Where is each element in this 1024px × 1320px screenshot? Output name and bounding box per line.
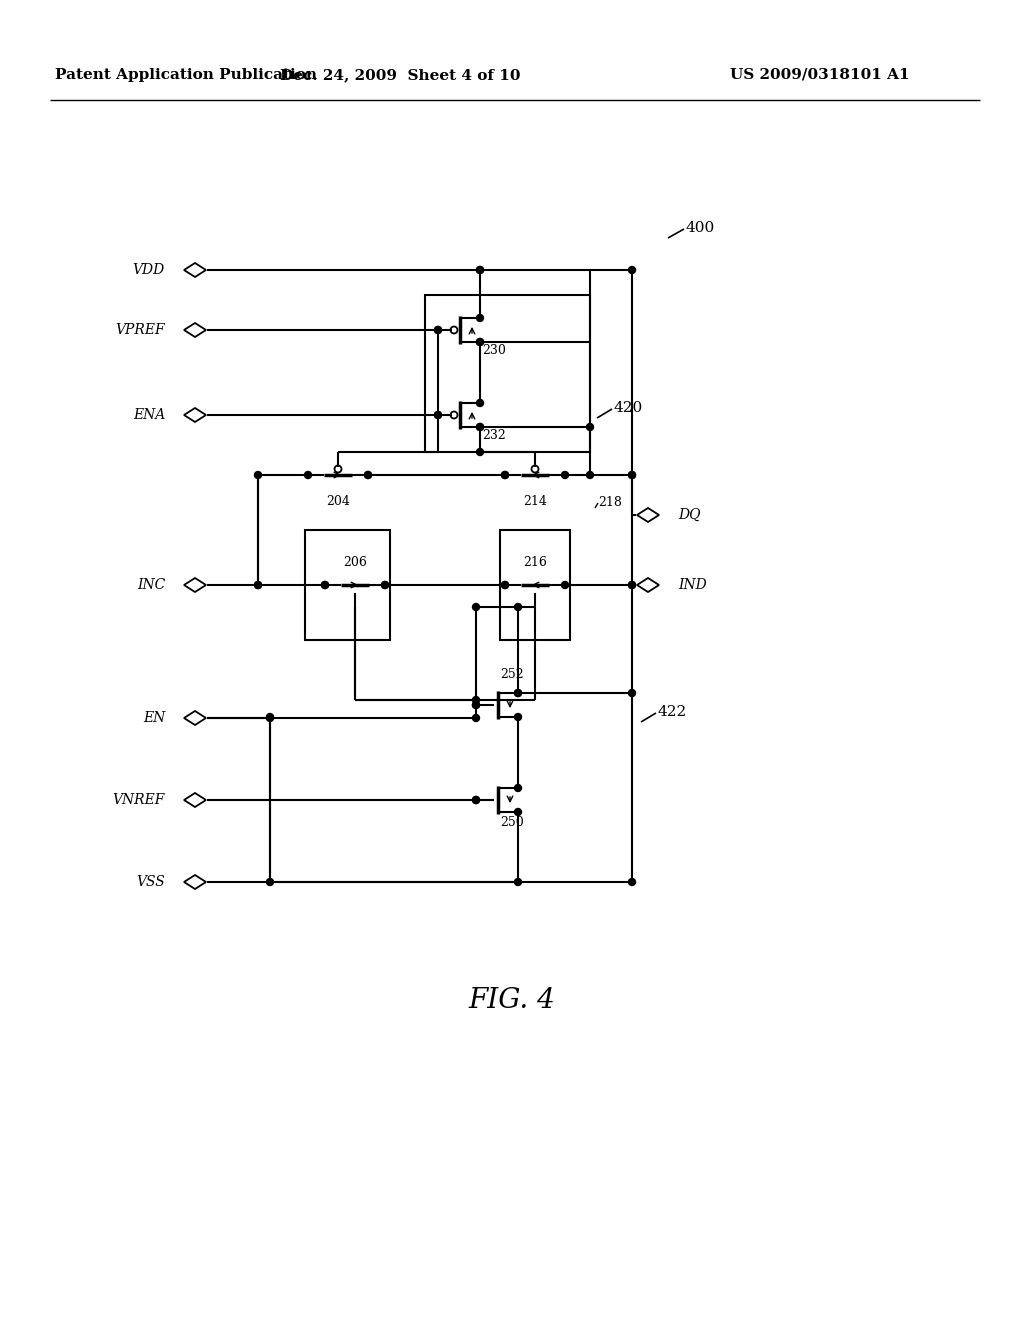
- Text: EN: EN: [142, 711, 165, 725]
- Text: 216: 216: [523, 556, 547, 569]
- Circle shape: [476, 267, 483, 273]
- Polygon shape: [184, 711, 206, 725]
- Circle shape: [266, 714, 273, 722]
- Circle shape: [472, 714, 479, 722]
- Text: Patent Application Publication: Patent Application Publication: [55, 69, 317, 82]
- Text: 218: 218: [598, 495, 622, 508]
- Circle shape: [514, 714, 521, 721]
- Circle shape: [514, 784, 521, 792]
- Circle shape: [476, 314, 483, 322]
- Text: IND: IND: [678, 578, 707, 591]
- Text: 252: 252: [500, 668, 523, 681]
- Circle shape: [629, 582, 636, 589]
- Text: VDD: VDD: [133, 263, 165, 277]
- Circle shape: [514, 603, 521, 610]
- Circle shape: [629, 879, 636, 886]
- Text: Dec. 24, 2009  Sheet 4 of 10: Dec. 24, 2009 Sheet 4 of 10: [280, 69, 520, 82]
- Text: 400: 400: [686, 220, 715, 235]
- Polygon shape: [184, 578, 206, 591]
- Circle shape: [382, 582, 388, 589]
- Circle shape: [629, 267, 636, 273]
- Circle shape: [502, 582, 509, 589]
- Circle shape: [502, 582, 509, 589]
- Circle shape: [472, 701, 479, 709]
- Text: 232: 232: [482, 429, 506, 442]
- Circle shape: [255, 582, 261, 589]
- Circle shape: [382, 582, 388, 589]
- Circle shape: [514, 808, 521, 816]
- Circle shape: [266, 879, 273, 886]
- Circle shape: [476, 424, 483, 430]
- Polygon shape: [184, 323, 206, 337]
- Circle shape: [561, 582, 568, 589]
- Circle shape: [629, 689, 636, 697]
- Bar: [500, 531, 570, 640]
- Circle shape: [472, 697, 479, 704]
- Circle shape: [365, 471, 372, 479]
- Circle shape: [561, 471, 568, 479]
- Text: FIG. 4: FIG. 4: [469, 986, 555, 1014]
- Circle shape: [629, 471, 636, 479]
- Circle shape: [472, 603, 479, 610]
- Circle shape: [472, 796, 479, 804]
- Circle shape: [472, 701, 479, 709]
- Text: 206: 206: [343, 556, 367, 569]
- Circle shape: [434, 326, 441, 334]
- Circle shape: [266, 714, 273, 721]
- Text: VPREF: VPREF: [116, 323, 165, 337]
- Circle shape: [476, 338, 483, 346]
- Polygon shape: [184, 793, 206, 807]
- Circle shape: [514, 689, 521, 697]
- Circle shape: [629, 582, 636, 589]
- Circle shape: [502, 471, 509, 479]
- Text: DQ: DQ: [678, 508, 700, 521]
- Circle shape: [322, 582, 329, 589]
- Polygon shape: [184, 875, 206, 888]
- Bar: [425, 294, 590, 451]
- Circle shape: [365, 471, 372, 479]
- Circle shape: [434, 412, 441, 418]
- Text: 422: 422: [658, 705, 687, 719]
- Text: ENA: ENA: [133, 408, 165, 422]
- Circle shape: [476, 424, 483, 430]
- Circle shape: [629, 471, 636, 479]
- Circle shape: [434, 326, 441, 334]
- Text: 420: 420: [614, 401, 643, 414]
- Circle shape: [472, 796, 479, 804]
- Text: VNREF: VNREF: [113, 793, 165, 807]
- Text: 230: 230: [482, 345, 506, 356]
- Text: VSS: VSS: [136, 875, 165, 888]
- Polygon shape: [637, 508, 659, 521]
- Circle shape: [476, 267, 483, 273]
- Text: 204: 204: [326, 495, 350, 508]
- Circle shape: [476, 338, 483, 346]
- Circle shape: [255, 471, 261, 479]
- Circle shape: [514, 689, 521, 697]
- Text: 214: 214: [523, 495, 547, 508]
- Text: 250: 250: [500, 816, 523, 829]
- Circle shape: [304, 471, 311, 479]
- Circle shape: [587, 471, 594, 479]
- Circle shape: [476, 400, 483, 407]
- Circle shape: [322, 582, 329, 589]
- Bar: [305, 531, 390, 640]
- Polygon shape: [184, 408, 206, 422]
- Circle shape: [434, 412, 441, 418]
- Text: INC: INC: [137, 578, 165, 591]
- Polygon shape: [184, 263, 206, 277]
- Circle shape: [502, 471, 509, 479]
- Polygon shape: [637, 578, 659, 591]
- Circle shape: [255, 582, 261, 589]
- Circle shape: [514, 879, 521, 886]
- Circle shape: [587, 424, 594, 430]
- Circle shape: [476, 449, 483, 455]
- Text: US 2009/0318101 A1: US 2009/0318101 A1: [730, 69, 909, 82]
